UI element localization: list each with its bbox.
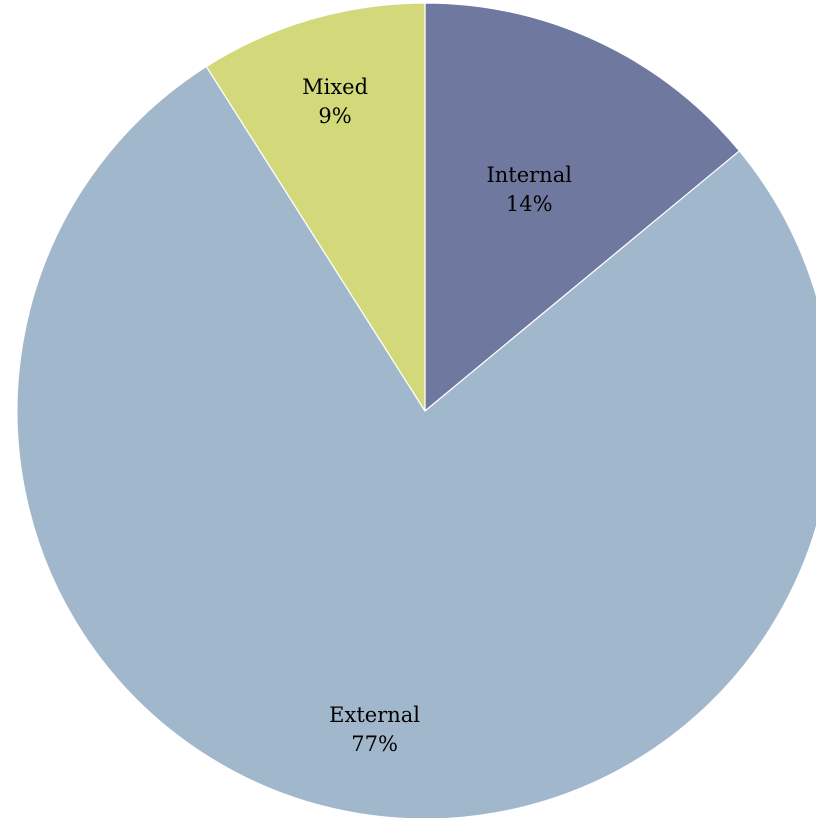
slice-value-internal: 14% — [506, 192, 553, 216]
pie-slices — [16, 2, 816, 818]
pie-slice-internal — [424, 2, 740, 412]
pie-slice-mixed — [205, 2, 426, 412]
slice-value-mixed: 9% — [318, 104, 351, 128]
slice-label-mixed: Mixed — [302, 75, 368, 99]
slice-value-external: 77% — [351, 732, 398, 756]
slice-label-internal: Internal — [486, 163, 572, 187]
pie-labels: Internal 14% External 77% Mixed 9% — [302, 75, 572, 756]
pie-slice-external — [16, 65, 816, 818]
slice-label-external: External — [329, 703, 420, 727]
